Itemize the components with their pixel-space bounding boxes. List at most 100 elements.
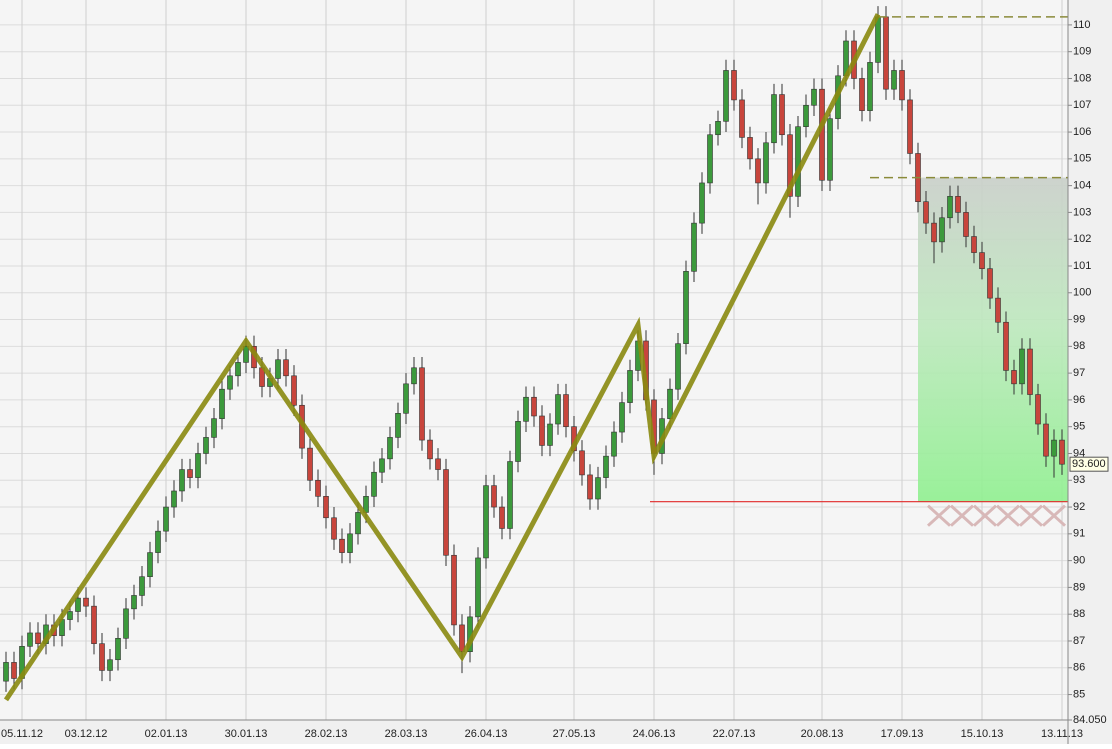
candle-body <box>307 447 313 481</box>
y-tick-label: 107 <box>1073 99 1091 111</box>
candle-body <box>827 118 833 181</box>
candle-body <box>627 370 633 403</box>
y-tick-label: 86 <box>1073 662 1085 674</box>
candle-body <box>123 608 129 639</box>
candle-body <box>203 437 209 454</box>
candle-body <box>947 196 953 219</box>
candle-body <box>115 638 121 661</box>
x-marker <box>1018 504 1044 527</box>
candle-body <box>379 458 385 473</box>
candle-body <box>91 605 97 644</box>
candle-body <box>699 182 705 224</box>
y-tick-label: 84.050 <box>1073 714 1107 726</box>
candle-body <box>923 201 929 224</box>
y-tick-label: 88 <box>1073 608 1085 620</box>
candle-body <box>1043 423 1049 457</box>
candle-body <box>939 217 945 243</box>
candle-body <box>171 490 177 508</box>
y-tick-label: 101 <box>1073 260 1091 272</box>
candle-body <box>931 222 937 243</box>
y-tick-label: 95 <box>1073 421 1085 433</box>
candle-body <box>547 423 553 446</box>
candle-body <box>867 62 873 111</box>
candle-body <box>579 450 585 476</box>
candle-body <box>227 375 233 390</box>
candle-body <box>715 121 721 136</box>
candle-body <box>371 471 377 497</box>
zigzag-line <box>3 13 881 702</box>
candle-body <box>459 624 465 652</box>
candle-body <box>563 394 569 427</box>
candle-body <box>899 70 905 101</box>
x-tick-label: 24.06.13 <box>633 728 676 740</box>
candle-body <box>723 70 729 122</box>
y-tick-label: 93 <box>1073 474 1085 486</box>
candle-body <box>995 297 1001 323</box>
candle-body <box>499 506 505 529</box>
y-tick-label: 85 <box>1073 688 1085 700</box>
candle-body <box>179 469 185 492</box>
x-tick-label: 28.03.13 <box>385 728 428 740</box>
last-price-box <box>1069 456 1109 472</box>
candle-body <box>595 477 601 500</box>
candle-body <box>355 512 361 535</box>
x-tick-label: 27.05.13 <box>553 728 596 740</box>
x-tick-label: 13.11.13 <box>1041 728 1083 740</box>
y-tick-label: 89 <box>1073 581 1085 593</box>
x-tick-label: 22.07.13 <box>713 728 756 740</box>
y-tick-label: 92 <box>1073 501 1085 513</box>
x-tick-label: 15.10.13 <box>961 728 1004 740</box>
candle-body <box>891 70 897 90</box>
candle-body <box>755 158 761 184</box>
candle-body <box>83 597 89 607</box>
candle-body <box>75 597 81 612</box>
x-tick-label: 05.11.12 <box>1 728 43 740</box>
candle-body <box>771 94 777 144</box>
candle-body <box>979 252 985 269</box>
x-marker <box>995 504 1021 527</box>
candle-body <box>443 469 449 556</box>
candle-body <box>187 469 193 478</box>
candle-body <box>859 78 865 111</box>
y-tick-label: 106 <box>1073 126 1091 138</box>
y-tick-label: 104 <box>1073 180 1091 192</box>
candle-body <box>27 632 33 647</box>
candle-body <box>731 70 737 101</box>
candle-body <box>475 557 481 618</box>
candle-body <box>243 346 249 363</box>
candle-body <box>539 415 545 446</box>
candle-body <box>315 479 321 497</box>
candle-body <box>163 506 169 532</box>
candle-body <box>875 16 881 63</box>
y-tick-label: 108 <box>1073 72 1091 84</box>
candle-body <box>235 362 241 377</box>
x-tick-label: 20.08.13 <box>801 728 844 740</box>
candle-body <box>739 99 745 138</box>
y-tick-label: 87 <box>1073 635 1085 647</box>
candle-body <box>35 632 41 644</box>
last-price-label: 93.600 <box>1072 458 1106 470</box>
y-tick-label: 103 <box>1073 206 1091 218</box>
candle-body <box>747 137 753 160</box>
candle-body <box>603 455 609 478</box>
candle-body <box>515 421 521 462</box>
candle-body <box>419 367 425 441</box>
x-marker <box>926 504 952 527</box>
x-tick-label: 26.04.13 <box>465 728 508 740</box>
candle-body <box>195 453 201 478</box>
x-marker <box>1041 504 1067 527</box>
candle-body <box>675 343 681 390</box>
candle-body <box>691 222 697 272</box>
candle-body <box>779 94 785 136</box>
y-tick-label: 94 <box>1073 447 1085 459</box>
candle-body <box>523 396 529 422</box>
candle-body <box>683 271 689 344</box>
candle-body <box>67 611 73 620</box>
candle-body <box>587 474 593 500</box>
candle-body <box>763 142 769 184</box>
candle-body <box>331 517 337 540</box>
y-tick-label: 91 <box>1073 528 1085 540</box>
candle-body <box>387 437 393 460</box>
candle-body <box>275 359 281 379</box>
